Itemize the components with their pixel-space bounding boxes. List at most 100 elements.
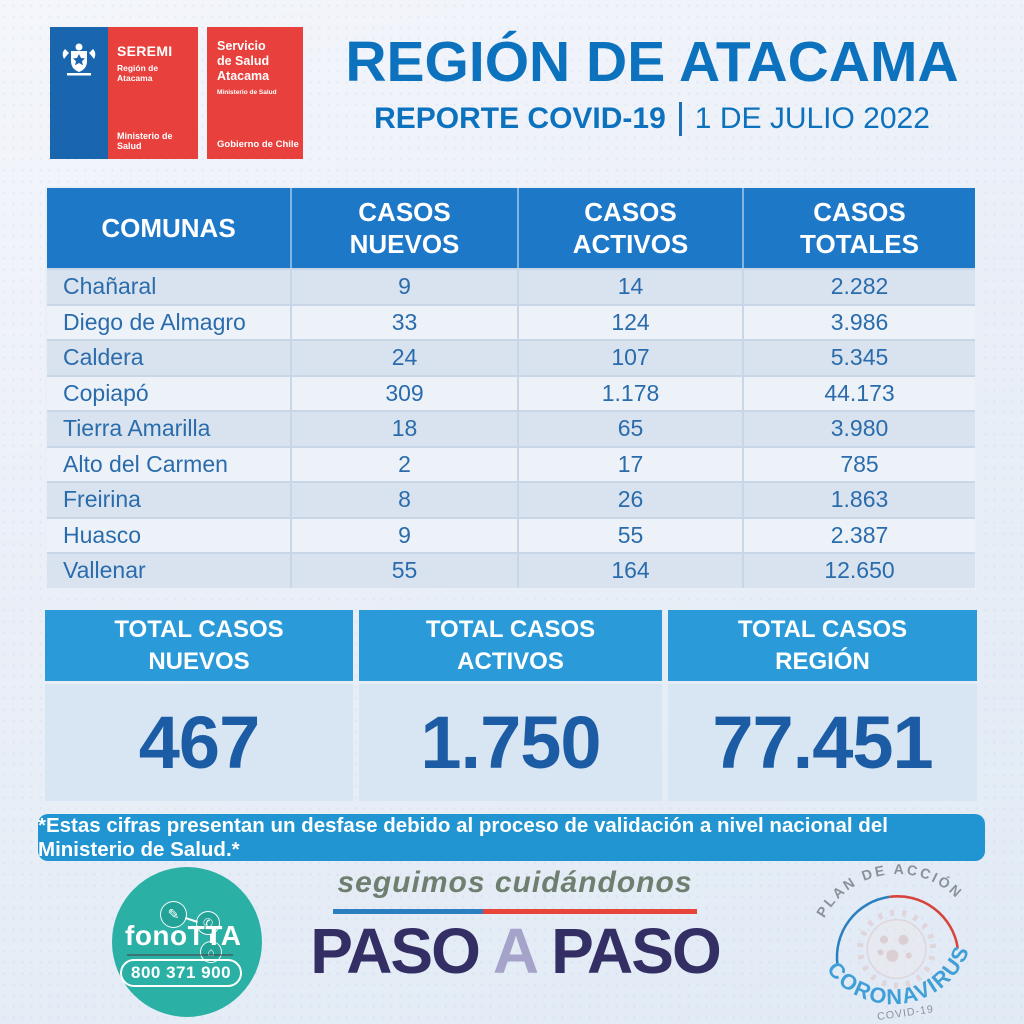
- column-header-label: COMUNAS: [101, 212, 236, 243]
- total-header-label: NUEVOS: [148, 647, 250, 675]
- badge-arc-red: [889, 895, 960, 949]
- cell-nuevos: 9: [292, 270, 519, 304]
- connector-line: [210, 934, 212, 943]
- badge-arc-text: PLAN DE ACCIÓN: [808, 852, 967, 922]
- table-header-row: COMUNAS CASOS NUEVOS CASOS ACTIVOS CASOS…: [47, 188, 975, 268]
- cell-nuevos: 33: [292, 305, 519, 339]
- cell-comuna: Diego de Almagro: [47, 305, 292, 339]
- header-titles: REGIÓN DE ATACAMA REPORTE COVID-19 1 DE …: [318, 30, 986, 136]
- table-row: Tierra Amarilla 18 65 3.980: [47, 410, 975, 446]
- cell-nuevos: 2: [292, 447, 519, 481]
- total-header: TOTAL CASOS NUEVOS: [45, 610, 353, 681]
- total-header-label: TOTAL CASOS: [425, 616, 596, 644]
- cell-activos: 65: [519, 412, 744, 446]
- table-row: Copiapó 309 1.178 44.173: [47, 374, 975, 410]
- cell-nuevos: 55: [292, 554, 519, 588]
- report-date: 1 DE JULIO 2022: [694, 101, 930, 135]
- subtitle-divider: [678, 101, 682, 136]
- paso-a-paso-lockup: seguimos cuidándonos PASO A PASO: [300, 866, 730, 985]
- logo-seremi: SEREMI Región de Atacama Ministerio de S…: [50, 27, 198, 159]
- report-subtitle: REPORTE COVID-19 1 DE JULIO 2022: [318, 101, 986, 136]
- total-casos-region: TOTAL CASOS REGIÓN 77.451: [668, 610, 977, 801]
- table-row: Freirina 8 26 1.863: [47, 481, 975, 517]
- cell-activos: 26: [519, 483, 744, 517]
- divider-red-segment: [483, 909, 697, 914]
- table-row: Vallenar 55 164 12.650: [47, 552, 975, 588]
- logo-servicio-government: Gobierno de Chile: [217, 139, 299, 150]
- report-label: REPORTE COVID-19: [374, 101, 666, 135]
- coat-of-arms-icon: [62, 43, 96, 76]
- column-header-label: TOTALES: [800, 229, 919, 259]
- column-header-casos-nuevos: CASOS NUEVOS: [292, 188, 519, 268]
- cell-nuevos: 24: [292, 341, 519, 375]
- paso-word: PASO: [551, 915, 722, 987]
- cell-comuna: Huasco: [47, 518, 292, 552]
- flag-divider: [333, 909, 697, 914]
- cell-comuna: Freirina: [47, 483, 292, 517]
- paso-word-a: A: [492, 915, 539, 987]
- logo-seremi-red-panel: SEREMI Región de Atacama Ministerio de S…: [108, 27, 198, 159]
- cell-totales: 3.980: [830, 415, 889, 442]
- total-value: 1.750: [359, 684, 662, 801]
- cell-comuna: Chañaral: [47, 270, 292, 304]
- table-row: Huasco 9 55 2.387: [47, 516, 975, 552]
- fonotta-logo: ✎ ✆ ⌂ fonoTTA 800 371 900: [112, 867, 262, 1017]
- cell-nuevos: 309: [292, 376, 519, 410]
- column-header-casos-totales: CASOS TOTALES: [744, 188, 975, 268]
- cell-nuevos: 18: [292, 412, 519, 446]
- total-value: 467: [45, 684, 353, 801]
- cell-comuna: Caldera: [47, 341, 292, 375]
- column-header-label: CASOS: [584, 196, 677, 227]
- pencil-icon: ✎: [160, 901, 187, 928]
- total-casos-activos: TOTAL CASOS ACTIVOS 1.750: [359, 610, 662, 801]
- cell-activos: 124: [519, 305, 744, 339]
- logo-seremi-title: SEREMI: [117, 43, 173, 59]
- total-header: TOTAL CASOS REGIÓN: [668, 610, 977, 681]
- divider-blue-segment: [333, 909, 483, 914]
- total-header-label: ACTIVOS: [457, 647, 564, 675]
- logo-servicio-title: Servicio de Salud Atacama: [217, 39, 270, 83]
- phone-icon: ✆: [196, 911, 220, 935]
- logo-seremi-region: Región de Atacama: [117, 63, 159, 83]
- paso-a-paso-title: PASO A PASO: [300, 915, 730, 987]
- total-header-label: TOTAL CASOS: [114, 616, 284, 644]
- column-header-casos-activos: CASOS ACTIVOS: [519, 188, 744, 268]
- fonotta-name: fonoTTA: [125, 920, 242, 951]
- column-header-comunas: COMUNAS: [47, 188, 292, 268]
- badge-arc-blue: [835, 895, 890, 966]
- cell-totales: 5.345: [830, 344, 889, 371]
- total-header: TOTAL CASOS ACTIVOS: [359, 610, 662, 681]
- column-header-label: ACTIVOS: [572, 229, 689, 259]
- total-value: 77.451: [668, 684, 977, 801]
- cell-activos: 55: [519, 518, 744, 552]
- cell-totales: 785: [840, 450, 879, 477]
- cell-comuna: Tierra Amarilla: [47, 412, 292, 446]
- cell-totales: 44.173: [824, 379, 895, 406]
- table-row: Caldera 24 107 5.345: [47, 339, 975, 375]
- total-casos-nuevos: TOTAL CASOS NUEVOS 467: [45, 610, 353, 801]
- cell-activos: 14: [519, 270, 744, 304]
- disclaimer-banner: *Estas cifras presentan un desfase debid…: [38, 814, 985, 861]
- house-icon: ⌂: [200, 941, 222, 963]
- paso-word: PASO: [310, 915, 481, 987]
- total-header-label: REGIÓN: [775, 647, 870, 675]
- cell-comuna: Copiapó: [47, 376, 292, 410]
- fonotta-phone-number: 800 371 900: [120, 959, 243, 987]
- cell-totales: 3.986: [830, 308, 889, 335]
- cell-activos: 107: [519, 341, 744, 375]
- column-header-label: CASOS: [358, 196, 451, 227]
- fonotta-underline: [127, 954, 233, 956]
- logo-servicio-ministry: Ministerio de Salud: [217, 89, 277, 97]
- table-row: Diego de Almagro 33 124 3.986: [47, 303, 975, 339]
- logo-servicio-salud: Servicio de Salud Atacama Ministerio de …: [207, 27, 303, 159]
- column-header-label: CASOS: [813, 196, 906, 227]
- tagline: seguimos cuidándonos: [337, 866, 693, 899]
- cell-comuna: Alto del Carmen: [47, 447, 292, 481]
- cell-nuevos: 8: [292, 483, 519, 517]
- page-title: REGIÓN DE ATACAMA: [345, 30, 959, 94]
- cell-totales: 2.282: [830, 273, 889, 300]
- cell-totales: 1.863: [830, 486, 889, 513]
- table-body: Chañaral 9 14 2.282 Diego de Almagro 33 …: [47, 268, 975, 588]
- coronavirus-action-plan-badge: PLAN DE ACCIÓN CORONAVIRUS COVID-19: [808, 852, 981, 1023]
- cell-totales: 2.387: [830, 521, 889, 548]
